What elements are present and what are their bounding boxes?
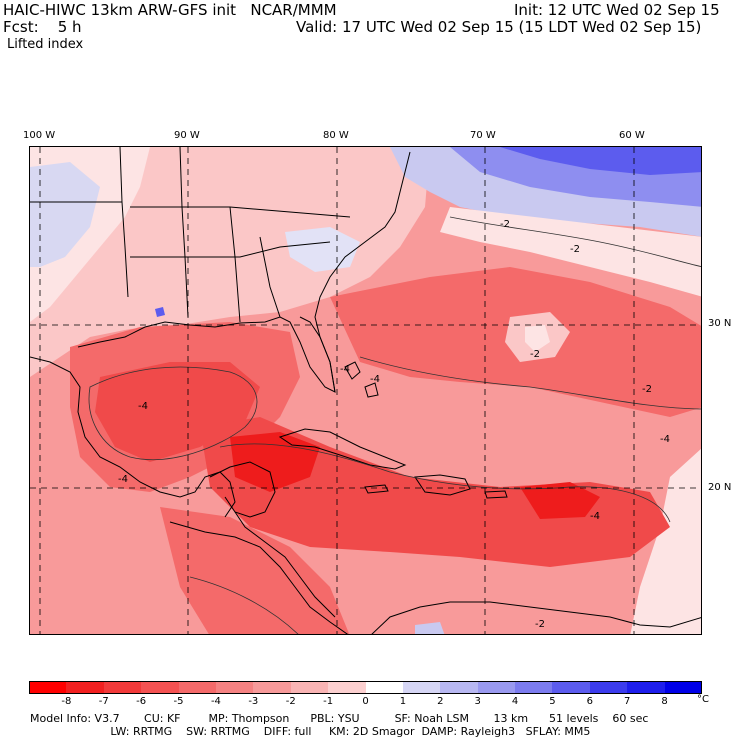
forecast-hour: Fcst: 5 h [3,18,82,36]
colorbar-tick-label: 6 [586,696,594,707]
contour-label: -4 [138,401,148,412]
field-blue-patch-south [415,622,445,634]
field-name: Lifted index [7,37,84,52]
colorbar-tick-label: 4 [511,696,519,707]
colorbar-unit: °C [697,694,709,705]
colorbar-swatch [402,681,441,694]
colorbar-swatch [477,681,516,694]
contour-lines [88,216,701,634]
lon-label-80w: 80 W [323,130,349,141]
contour-label: -2 [500,219,510,230]
model-info-line2: LW: RRTMG SW: RRTMG DIFF: full KM: 2D Sm… [30,725,591,738]
contour-label: -4 [118,474,128,485]
colorbar-swatch [365,681,404,694]
colorbar-tick-label: 2 [437,696,444,707]
lon-label-70w: 70 W [470,130,496,141]
colorbar-swatch [253,681,292,694]
field-pale-south [630,448,701,634]
contour-label: -2 [535,619,545,630]
field-deepest-red-east [520,482,600,519]
colorbar-tick-label: -1 [323,696,334,707]
colorbar-swatch [515,681,553,694]
model-title: HAIC-HIWC 13km ARW-GFS init NCAR/MMM [3,1,337,19]
colorbar-swatch [215,681,254,694]
init-time: Init: 12 UTC Wed 02 Sep 15 [514,1,720,19]
lon-label-100w: 100 W [23,130,56,141]
colorbar-swatch [664,681,703,694]
lon-label-90w: 90 W [174,130,200,141]
lat-label-20n: 20 N [708,482,732,493]
colorbar-tick-label: 5 [549,696,556,707]
colorbar-tick-label: 7 [624,696,631,707]
coastlines [30,147,701,634]
colorbar-tick-label: 1 [399,696,407,707]
colorbar-tick-label: -8 [61,696,72,707]
contour-label: -2 [642,384,652,395]
field-white-patch [525,325,550,352]
contour-label: -2 [530,349,540,360]
colorbar-tick-label: -3 [248,696,259,707]
map-canvas: -4 -4 -4 -4 -4 -4 -2 -2 -2 -2 -2 [30,147,701,634]
field-blue-carolina [285,227,360,272]
contour-label: -4 [660,434,670,445]
colorbar-swatch [627,681,666,694]
field-deepest-red-yucatan [230,432,320,492]
colorbar-tick-label: 0 [362,696,369,707]
field-blue-west [30,162,100,267]
valid-time: Valid: 17 UTC Wed 02 Sep 15 (15 LDT Wed … [296,18,702,36]
contour-label: -4 [340,364,350,375]
field-blue-dot-louisiana [155,307,165,317]
colorbar-swatch [290,681,329,694]
colorbar-tick-label: 3 [474,696,481,707]
contour-label: -4 [590,511,600,522]
colorbar-swatch [103,681,142,694]
field-red-central-america [160,507,350,634]
colorbar-swatch [440,681,479,694]
lifted-index-map: -4 -4 -4 -4 -4 -4 -2 -2 -2 -2 -2 [29,146,702,635]
lat-label-30n: 30 N [708,318,732,329]
colorbar-swatch [66,681,105,694]
colorbar-swatch [178,681,217,694]
colorbar-swatch [328,681,366,694]
contour-label: -4 [370,374,380,385]
colorbar-tick-label: -6 [136,696,147,707]
contour-label: -2 [570,244,580,255]
colorbar-tick-label: -5 [173,696,184,707]
colorbar-swatch [141,681,180,694]
graticule [30,147,701,634]
colorbar-tick-label: -2 [285,696,296,707]
colorbar-tick-label: 8 [661,696,668,707]
colorbar-swatch [589,681,628,694]
colorbar-tick-label: -7 [98,696,109,707]
field-blue-northeast-deep [500,147,701,175]
colorbar-swatch [552,681,591,694]
field-deep-red-gulf [95,362,260,462]
model-info-line1: Model Info: V3.7 CU: KF MP: Thompson PBL… [30,712,649,725]
field-pale-atlantic [440,207,701,297]
colorbar-swatch [29,681,67,694]
lon-label-60w: 60 W [619,130,645,141]
colorbar-tick-label: -4 [210,696,221,707]
